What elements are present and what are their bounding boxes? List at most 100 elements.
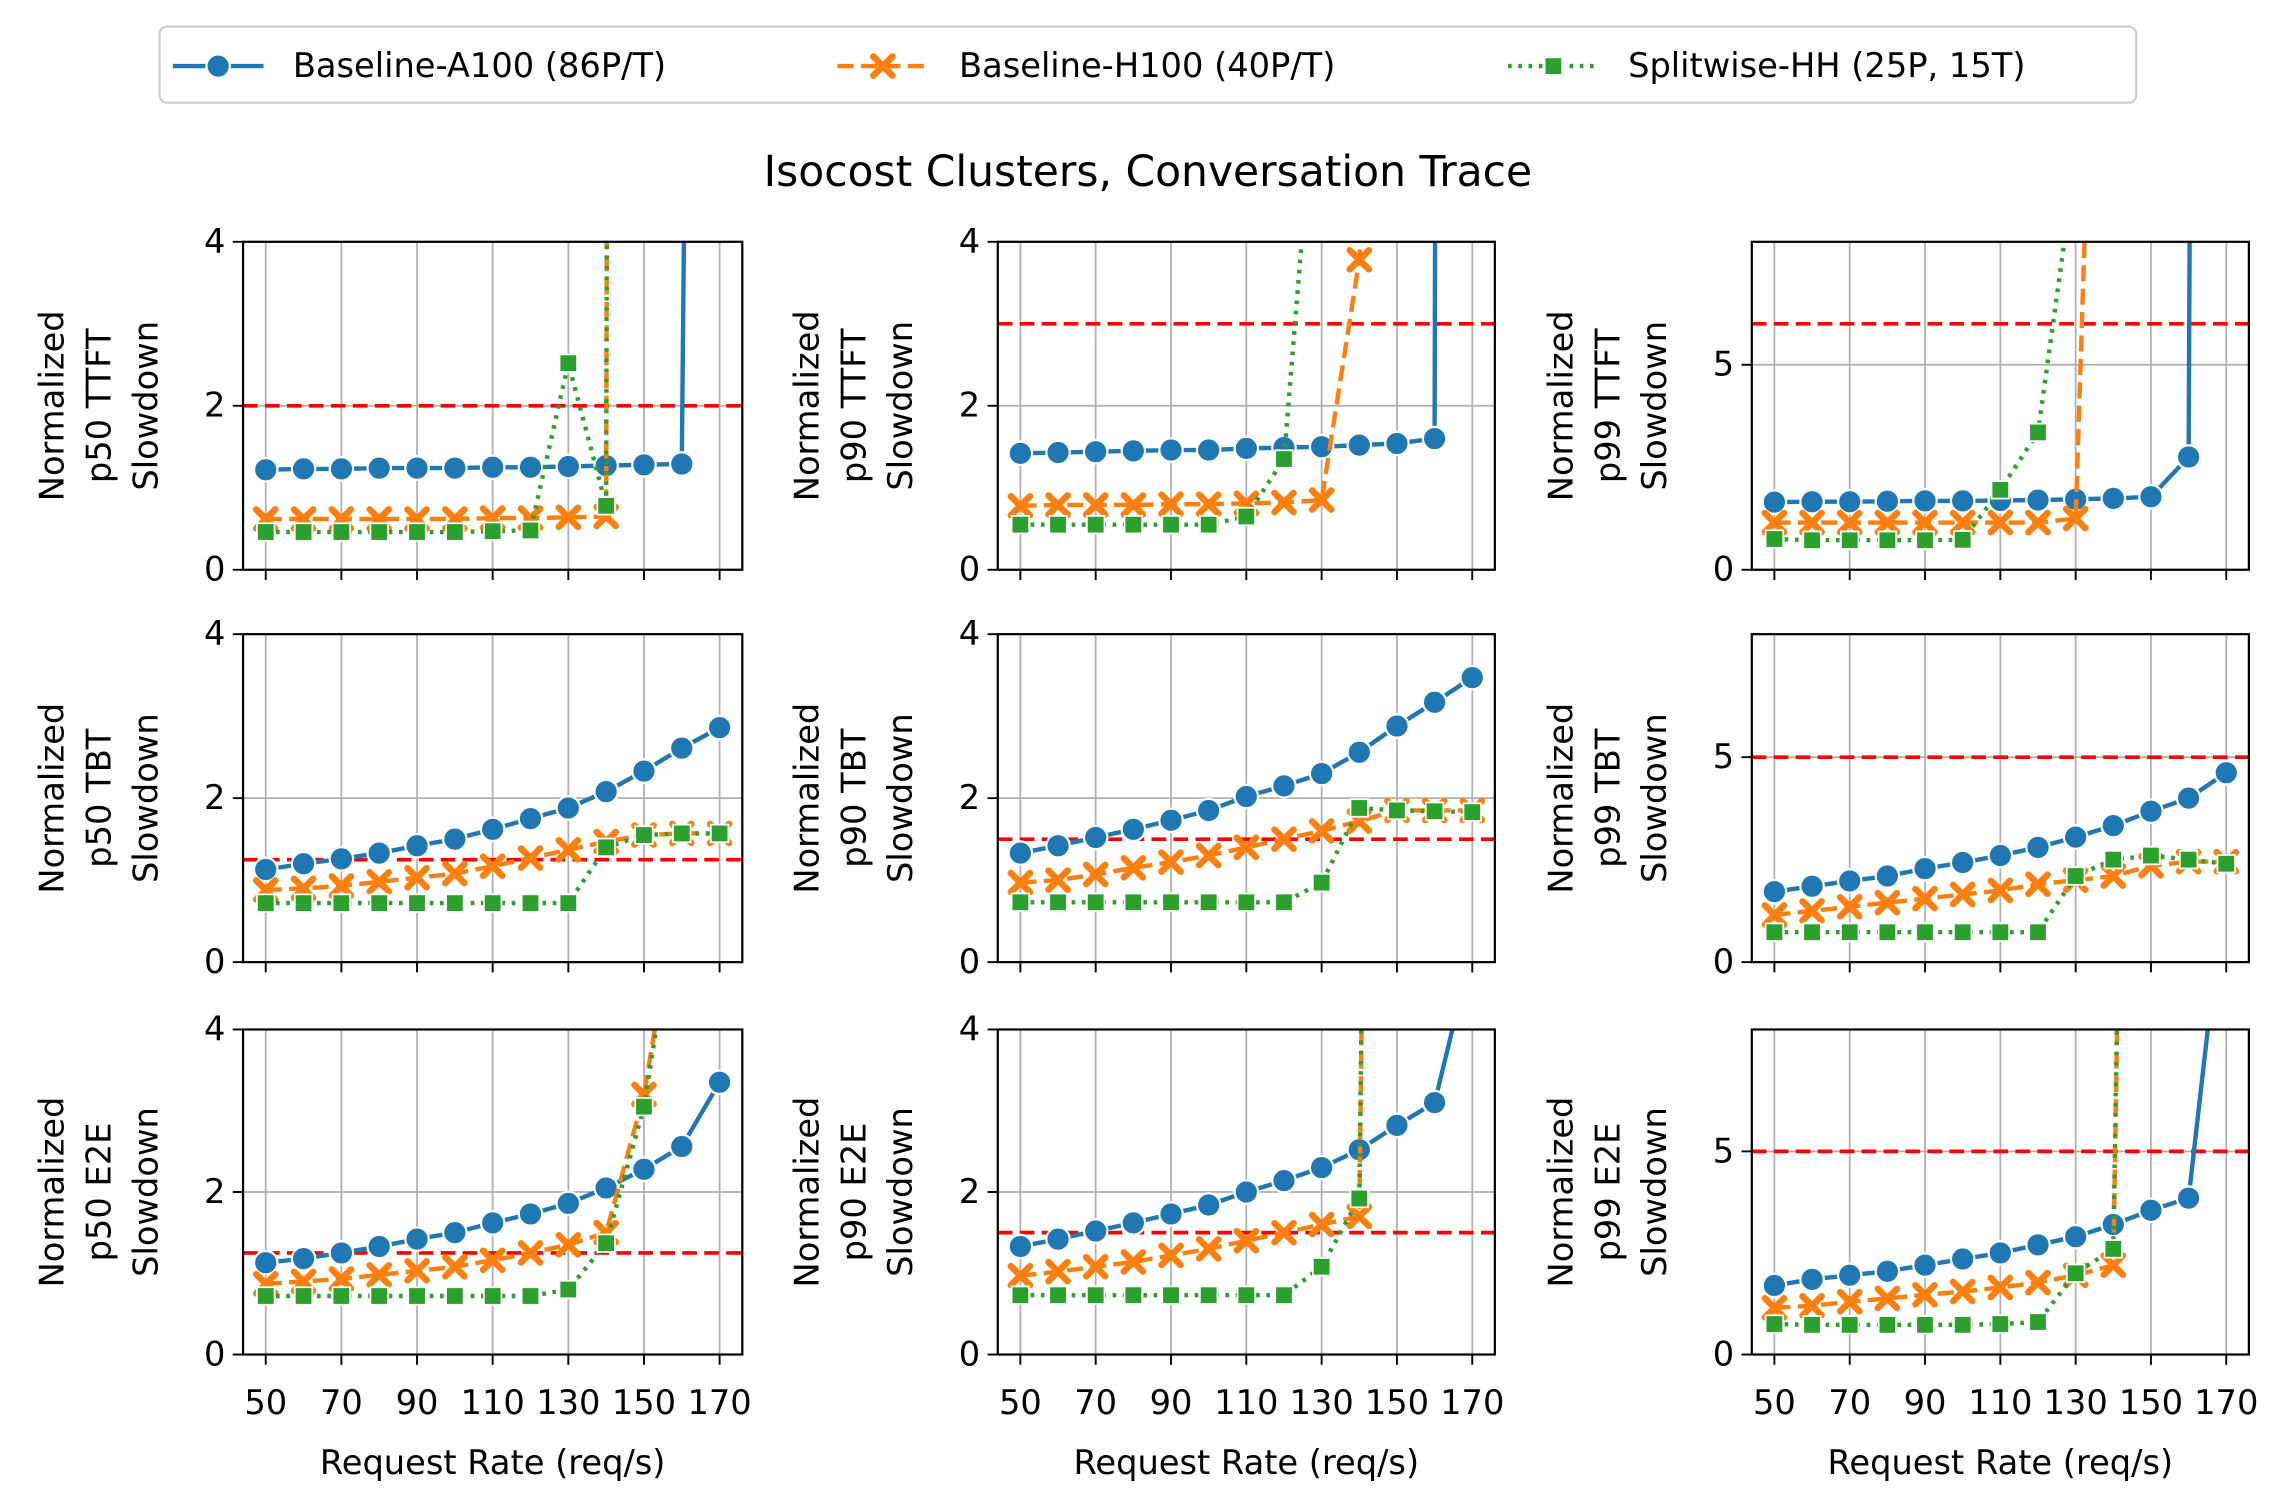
y-axis-label: Normalized [1541,1097,1580,1288]
marker [2103,849,2123,870]
marker [1195,1192,1222,1218]
legend-label: Baseline-H100 (40P/T) [959,46,1335,85]
marker [1311,1257,1332,1277]
marker [2175,444,2202,470]
x-tick-label: 170 [2194,1383,2258,1422]
marker [331,893,352,913]
marker [1799,873,1825,900]
figure-title: Isocost Clusters, Conversation Trace [764,148,1532,197]
marker [1086,892,1106,912]
marker [1082,438,1109,465]
marker [1120,438,1147,464]
marker [2062,1223,2089,1250]
marker [1233,1179,1260,1205]
marker [1236,892,1256,912]
x-tick-label: 110 [1214,1383,1278,1422]
marker [1048,514,1068,535]
series [256,823,730,913]
marker [1874,863,1901,889]
marker [1987,1274,2014,1301]
marker [1836,488,1863,515]
marker [520,520,541,541]
marker [1308,433,1335,460]
marker [634,1097,654,1117]
marker [1799,509,1825,536]
series-line [265,1029,659,1299]
plot-frame [1750,1028,2250,1356]
marker [1195,1236,1222,1262]
marker [1915,530,1935,550]
marker [256,522,276,542]
marker [1271,1219,1297,1246]
marker [555,1190,582,1217]
marker [479,1247,506,1274]
y-axis-label: p50 TTFT [80,328,119,483]
marker [404,832,430,859]
y-tick-label: 2 [959,1172,980,1211]
plot-frame [241,240,744,571]
panel: 50 70 90 110 130 150 170 0 2 4 Normalized p50 E2E Sl… [33,1009,752,1481]
marker [2062,505,2089,532]
marker [256,1286,276,1306]
marker [1349,1188,1369,1209]
marker [1987,509,2014,536]
series [1007,1029,1455,1260]
marker [631,451,657,478]
marker [2100,1252,2127,1278]
series [1007,241,1373,519]
y-tick-label: 0 [959,1334,980,1373]
x-axis-label: Request Rate (req/s) [1074,1443,1420,1482]
y-tick-label: 4 [959,222,980,261]
marker [555,453,582,480]
y-axis-label: p90 TTFT [834,328,873,483]
y-axis-label: Normalized [1541,703,1580,894]
marker [442,860,468,887]
marker [1799,488,1825,515]
marker [1158,807,1184,834]
marker [555,795,582,821]
marker [1840,1315,1860,1335]
marker [290,850,317,877]
marker [1421,425,1448,452]
marker [2175,1185,2202,1211]
x-tick-label: 90 [1150,1383,1193,1422]
plot-frame [241,633,744,964]
marker [1233,435,1260,462]
marker [1840,922,1860,942]
marker [1346,432,1373,458]
marker [1761,878,1788,905]
marker [631,1156,657,1183]
marker [1874,509,1901,536]
y-axis-label: Slowdown [881,321,920,491]
marker [1007,869,1034,896]
marker [517,1240,544,1266]
marker [2213,759,2240,786]
marker [1346,739,1373,766]
y-tick-label: 5 [1713,345,1734,384]
marker [668,735,695,761]
marker [479,816,506,843]
marker [331,1286,352,1306]
y-tick-label: 2 [959,386,980,425]
series [1761,759,2240,905]
marker [331,522,352,542]
marker [369,1286,389,1306]
y-axis-label: Normalized [1541,310,1580,501]
marker [1308,760,1335,787]
marker [328,846,355,872]
marker [1915,922,1935,942]
marker [634,825,654,845]
marker [1384,430,1410,457]
marker [596,496,616,516]
y-axis-label: Slowdown [126,1107,165,1277]
y-axis-label: Normalized [787,703,826,894]
marker [1761,902,1788,928]
marker [366,840,393,866]
marker [2178,849,2199,870]
x-tick-label: 150 [2119,1383,2183,1422]
marker [1198,892,1219,912]
marker [1799,898,1825,924]
panel: 50 70 90 110 130 150 170 0 2 4 Normalized p90 E2E Sl… [787,1009,1504,1482]
y-axis-label: Slowdown [1635,321,1674,491]
y-tick-label: 5 [1713,737,1734,776]
